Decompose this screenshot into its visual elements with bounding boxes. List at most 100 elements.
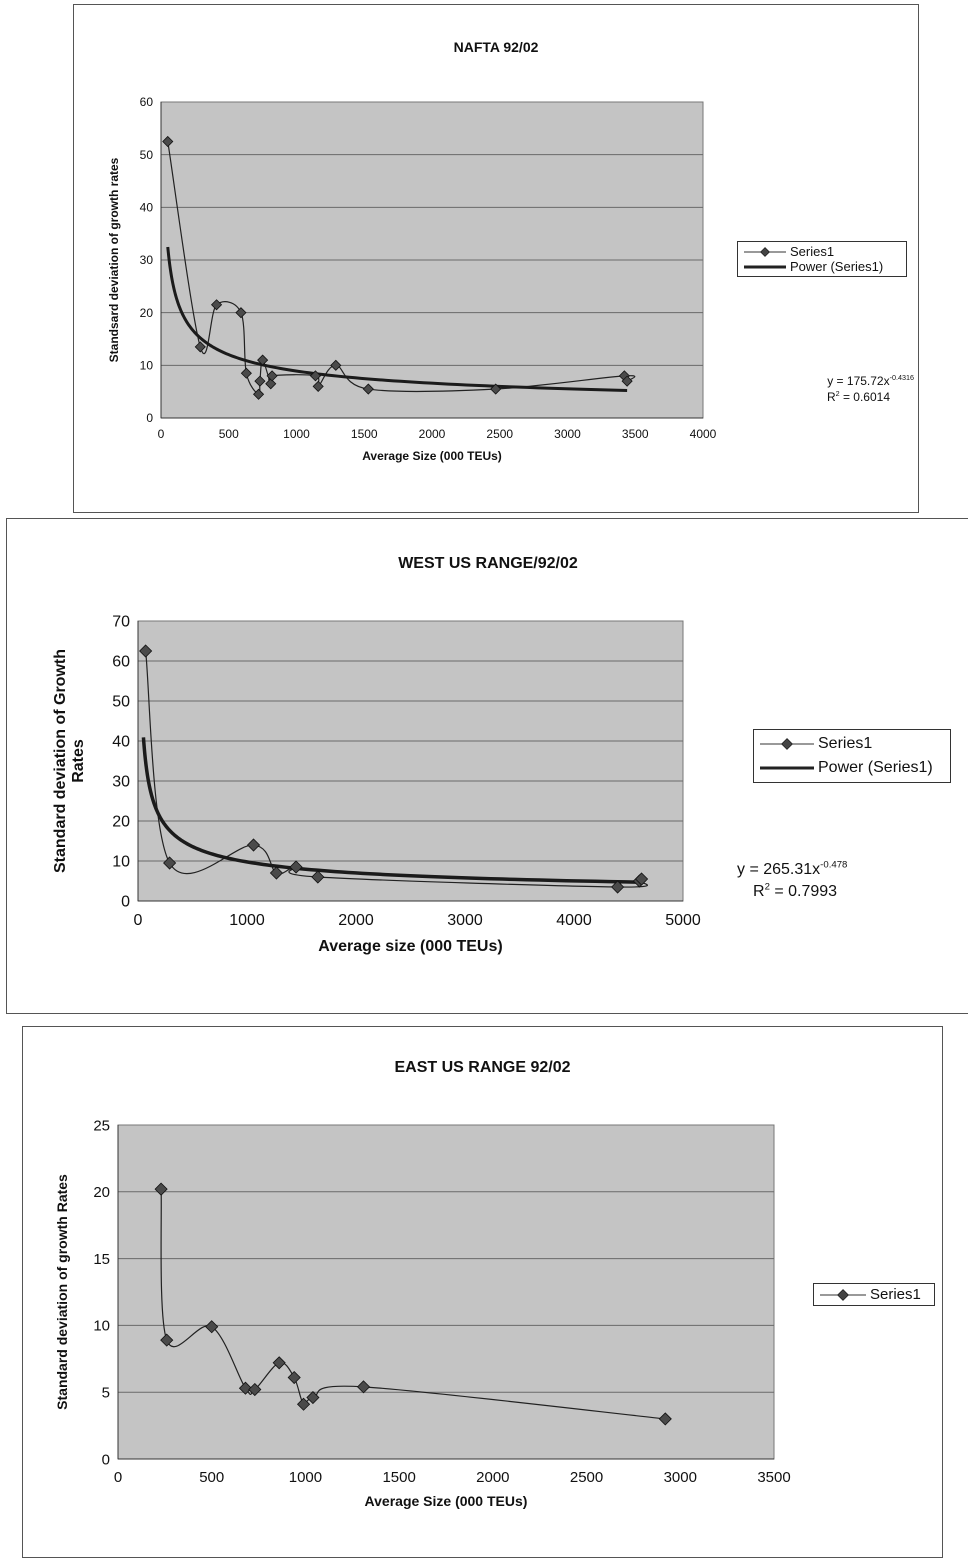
y-axis-title: Standard deviation of growth Rates (54, 1174, 70, 1410)
y-axis-title-line2: Rates (70, 739, 87, 783)
y-axis-title: Standsard deviation of growth rates (107, 157, 121, 362)
data-point (635, 872, 649, 886)
legend-label: Power (Series1) (790, 259, 884, 274)
legend: Series1 Power (Series1) (737, 241, 907, 277)
data-point (312, 380, 324, 392)
y-tick-label: 20 (140, 306, 154, 320)
x-tick-label: 2000 (419, 427, 446, 441)
y-tick-label: 60 (112, 654, 130, 671)
x-tick-label: 0 (114, 1469, 122, 1486)
data-point (490, 383, 502, 395)
data-point (658, 1412, 672, 1426)
r2-exponent: 2 (835, 389, 840, 399)
x-axis-title: Average size (000 TEUs) (318, 938, 502, 955)
y-tick-label: 40 (112, 734, 130, 751)
data-point (296, 1397, 311, 1411)
equation-lhs: y = 175.72x (827, 374, 890, 388)
y-tick-label: 50 (140, 148, 154, 162)
legend-item-series1: Series1 (760, 732, 944, 756)
y-tick-label: 60 (140, 95, 154, 109)
r2-value: = 0.7993 (769, 882, 838, 900)
equation-exponent: -0.478 (820, 859, 848, 871)
equation-lhs: y = 265.31x (737, 861, 821, 878)
legend-label: Series1 (818, 735, 873, 752)
legend-marker-icon (820, 1288, 866, 1301)
y-tick-label: 40 (140, 201, 154, 215)
x-tick-label: 1000 (289, 1469, 322, 1486)
y-tick-label: 0 (102, 1451, 110, 1468)
data-point (210, 299, 223, 311)
x-tick-label: 2000 (476, 1469, 509, 1486)
data-point (162, 135, 174, 148)
legend-marker-icon (744, 246, 786, 257)
x-axis-title: Average Size (000 TEUs) (365, 1493, 528, 1509)
x-tick-label: 4000 (690, 427, 717, 441)
legend-marker-icon (760, 738, 814, 750)
y-tick-label: 20 (112, 814, 130, 831)
legend-item-series1: Series1 (820, 1286, 928, 1303)
data-point (254, 375, 266, 387)
data-point (306, 1390, 320, 1405)
data-point (621, 375, 633, 387)
x-tick-label: 3000 (554, 427, 581, 441)
x-axis-title: Average Size (000 TEUs) (362, 449, 502, 463)
data-point (266, 370, 278, 382)
data-point (235, 307, 247, 319)
data-point (240, 367, 252, 379)
x-tick-label: 2500 (570, 1469, 603, 1486)
data-point (611, 880, 625, 894)
data-point (257, 354, 269, 366)
x-tick-label: 1500 (382, 1469, 415, 1486)
legend-item-power: Power (Series1) (744, 259, 900, 274)
data-point (163, 856, 177, 870)
data-point (252, 388, 265, 400)
y-tick-label: 30 (112, 774, 130, 791)
y-tick-label: 0 (146, 411, 153, 425)
y-tick-label: 10 (93, 1318, 110, 1335)
chart-plot: 0 10 20 30 40 50 60 70 0 1000 2000 3000 4000 5000 Aver… (52, 614, 701, 955)
y-tick-label: 70 (112, 614, 130, 631)
data-point (154, 1182, 168, 1196)
equation-exponent: -0.4316 (889, 373, 914, 382)
data-point (269, 866, 283, 880)
data-point (205, 1320, 219, 1334)
chart-title: WEST US RANGE/92/02 (398, 555, 578, 572)
r2-exponent: 2 (764, 881, 770, 893)
r2-label: R (753, 882, 765, 900)
data-point (265, 378, 277, 390)
y-tick-label: 30 (140, 253, 154, 267)
legend-item-power: Power (Series1) (760, 756, 944, 780)
x-tick-label: 3000 (664, 1469, 697, 1486)
y-tick-label: 10 (112, 854, 130, 871)
x-tick-label: 5000 (665, 912, 701, 929)
trendline (166, 246, 628, 392)
x-tick-label: 1000 (229, 912, 265, 929)
legend-label: Power (Series1) (818, 759, 933, 776)
data-point (139, 644, 153, 658)
chart-plot: 0 5 10 15 20 25 0 500 1000 1500 2000 2500 3000 3500 Av… (54, 1117, 791, 1509)
x-tick-label: 2000 (338, 912, 374, 929)
r2-label: R (826, 390, 836, 405)
data-point (309, 370, 322, 382)
y-axis-title: Standard deviation of Growth (52, 649, 69, 873)
chart-title: EAST US RANGE 92/02 (394, 1059, 571, 1076)
data-point (246, 838, 261, 852)
data-point (160, 1333, 174, 1347)
x-tick-label: 0 (134, 912, 143, 929)
legend-label: Series1 (870, 1286, 921, 1303)
x-tick-label: 0 (158, 427, 165, 441)
legend-line-icon (744, 265, 786, 268)
chart-plot: 0 10 20 30 40 50 60 0 500 1000 1500 2000 2500 3000 350… (107, 95, 717, 463)
r2-value: = 0.6014 (839, 390, 890, 405)
data-point (330, 359, 342, 371)
plot-area (117, 1124, 775, 1460)
trend-equation: y = 265.31x-0.478 R2 = 0.7993 (737, 859, 887, 902)
x-tick-label: 4000 (556, 912, 592, 929)
data-point (289, 860, 303, 874)
x-tick-label: 500 (199, 1469, 224, 1486)
trend-equation: y = 175.72x-0.4316 R2 = 0.6014 (764, 373, 914, 405)
data-point (194, 341, 206, 353)
legend-item-series1: Series1 (744, 244, 900, 259)
data-point (287, 1370, 301, 1385)
y-tick-label: 10 (140, 359, 154, 373)
